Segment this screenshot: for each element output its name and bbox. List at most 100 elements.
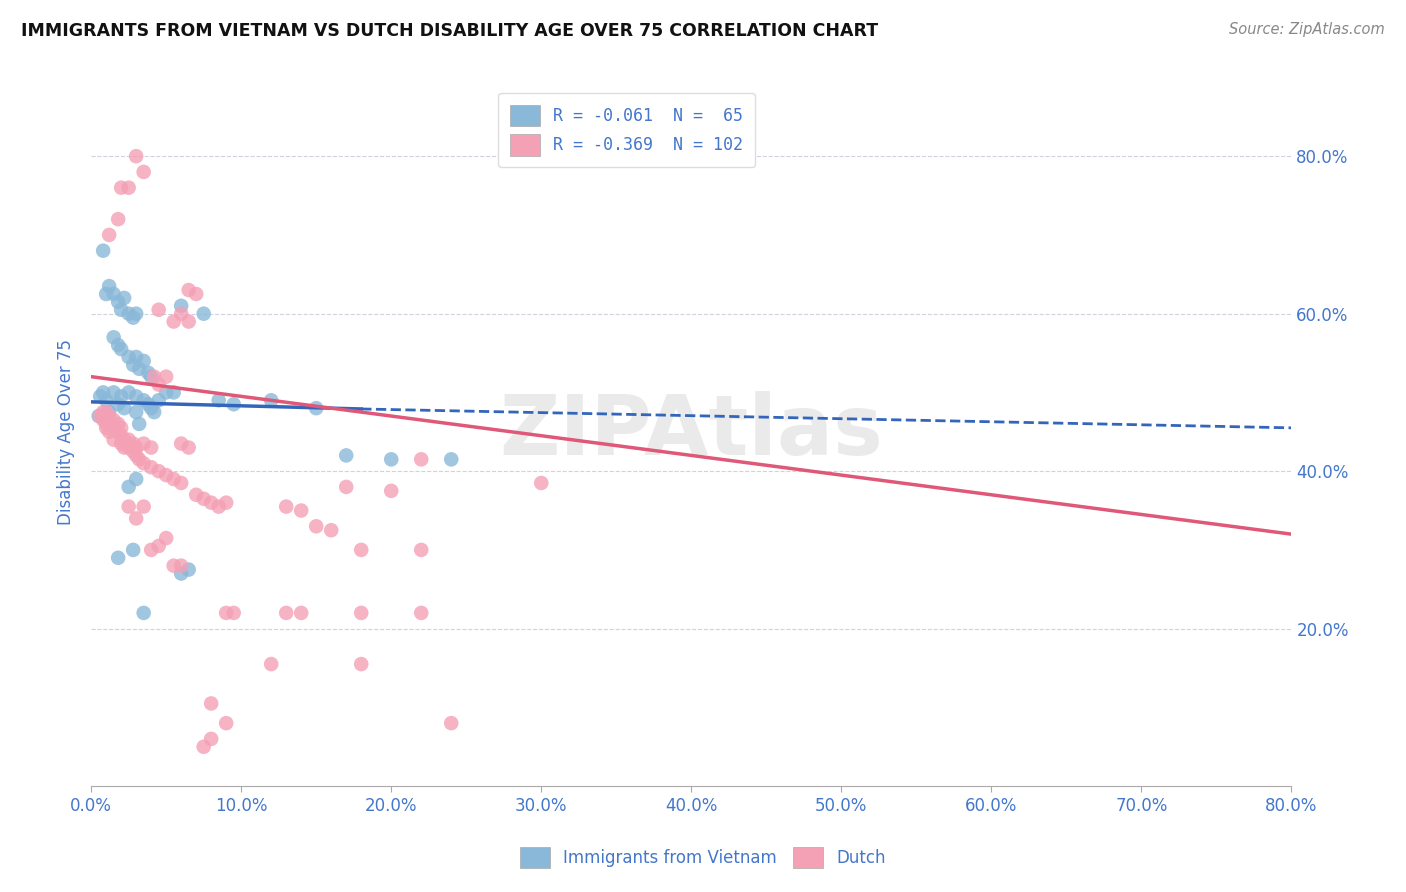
Point (125, 307, 148, 321)
Point (380, 452, 402, 467)
Point (141, 401, 163, 416)
Point (128, 361, 150, 376)
Point (112, 433, 135, 447)
Legend: R = -0.061  N =  65, R = -0.369  N = 102: R = -0.061 N = 65, R = -0.369 N = 102 (498, 93, 755, 168)
Point (411, 452, 433, 467)
Point (98, 227, 121, 242)
Point (143, 369, 166, 384)
Point (110, 421, 132, 435)
Point (96, 405, 118, 419)
Point (163, 472, 186, 486)
Point (350, 542, 373, 557)
Point (112, 291, 135, 305)
Point (440, 452, 463, 467)
Point (103, 330, 125, 344)
Point (112, 401, 135, 416)
Point (110, 428, 132, 442)
Point (305, 519, 328, 533)
Point (305, 401, 328, 416)
Point (125, 350, 148, 364)
Point (107, 294, 129, 309)
Point (141, 369, 163, 384)
Point (132, 436, 155, 450)
Point (128, 452, 150, 467)
Point (276, 500, 298, 514)
Point (335, 480, 357, 494)
Point (107, 417, 129, 431)
Point (177, 563, 200, 577)
Point (170, 475, 193, 490)
Point (132, 354, 155, 368)
Point (103, 421, 125, 435)
Point (125, 449, 148, 463)
Point (208, 500, 231, 514)
Point (155, 531, 177, 545)
Point (125, 149, 148, 163)
Point (186, 287, 208, 301)
Point (290, 606, 312, 620)
Point (91, 413, 114, 427)
Point (335, 449, 357, 463)
Point (107, 397, 129, 411)
Point (107, 550, 129, 565)
Point (98, 425, 121, 439)
Point (136, 397, 159, 411)
Point (132, 606, 155, 620)
Point (350, 606, 373, 620)
Point (125, 472, 148, 486)
Point (222, 606, 245, 620)
Point (155, 369, 177, 384)
Point (276, 606, 298, 620)
Point (103, 287, 125, 301)
Point (148, 539, 170, 553)
Point (208, 393, 231, 408)
Point (148, 393, 170, 408)
Point (260, 657, 283, 671)
Point (148, 377, 170, 392)
Legend: Immigrants from Vietnam, Dutch: Immigrants from Vietnam, Dutch (513, 840, 893, 875)
Point (98, 417, 121, 431)
Point (170, 566, 193, 581)
Point (118, 500, 141, 514)
Point (103, 433, 125, 447)
Text: ZIPAtlas: ZIPAtlas (499, 392, 883, 472)
Point (177, 283, 200, 297)
Point (122, 444, 145, 458)
Point (290, 503, 312, 517)
Point (125, 389, 148, 403)
Point (107, 212, 129, 227)
Point (155, 385, 177, 400)
Text: Source: ZipAtlas.com: Source: ZipAtlas.com (1229, 22, 1385, 37)
Point (440, 716, 463, 731)
Point (118, 307, 141, 321)
Point (122, 358, 145, 372)
Point (118, 480, 141, 494)
Point (125, 441, 148, 455)
Point (91, 385, 114, 400)
Point (89, 389, 111, 403)
Point (132, 393, 155, 408)
Point (98, 409, 121, 423)
Point (200, 697, 222, 711)
Point (163, 385, 186, 400)
Point (170, 299, 193, 313)
Point (380, 483, 402, 498)
Point (118, 433, 141, 447)
Point (215, 606, 238, 620)
Point (118, 350, 141, 364)
Point (163, 314, 186, 328)
Point (96, 417, 118, 431)
Point (112, 441, 135, 455)
Point (163, 558, 186, 573)
Point (122, 310, 145, 325)
Point (110, 302, 132, 317)
Point (141, 441, 163, 455)
Point (186, 488, 208, 502)
Point (148, 464, 170, 478)
Point (91, 405, 114, 419)
Point (96, 287, 118, 301)
Point (132, 456, 155, 470)
Point (98, 405, 121, 419)
Point (215, 496, 238, 510)
Point (141, 460, 163, 475)
